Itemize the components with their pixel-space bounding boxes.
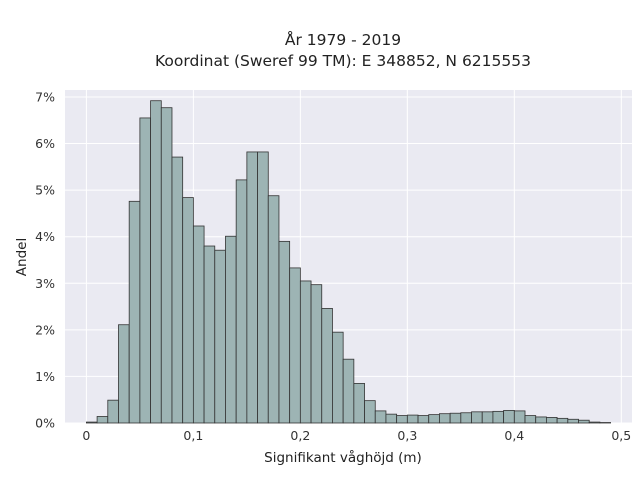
histogram-bar [150, 100, 162, 424]
histogram-bar [128, 200, 141, 424]
histogram-bar [556, 417, 569, 424]
histogram-bar [182, 197, 194, 424]
histogram-bar [417, 415, 430, 424]
histogram-bar [192, 225, 205, 424]
histogram-bar [460, 412, 472, 424]
chart-title: År 1979 - 2019 [285, 30, 401, 49]
histogram-bar [524, 415, 537, 424]
histogram-bar [578, 419, 590, 424]
y-axis-label: Andel [14, 238, 30, 276]
histogram-bar [310, 284, 323, 424]
histogram-bar [332, 331, 344, 424]
x-tick-label: 0,1 [183, 428, 203, 443]
histogram-bar [567, 418, 579, 424]
y-tick-label: 0% [35, 416, 55, 431]
histogram-bar [139, 117, 151, 424]
histogram-bar [246, 151, 258, 424]
histogram-bar [321, 308, 333, 424]
y-tick-label: 4% [35, 229, 55, 244]
histogram-bar [449, 412, 462, 424]
histogram-bar [235, 179, 248, 424]
histogram-bar [428, 414, 440, 424]
x-axis-ticks: 0 0,1 0,2 0,3 0,4 0,5 [82, 428, 631, 443]
y-tick-label: 5% [35, 183, 55, 198]
histogram-bar [481, 411, 494, 424]
histogram-bar [85, 421, 98, 424]
histogram-bar [364, 400, 376, 424]
y-tick-label: 2% [35, 322, 55, 337]
x-tick-label: 0 [82, 428, 90, 443]
histogram-bar [513, 410, 526, 424]
histogram-bar [396, 415, 408, 424]
histogram-bar [118, 324, 130, 424]
histogram-bar [471, 411, 483, 424]
histogram-bar [342, 358, 355, 424]
histogram-bar [289, 267, 301, 424]
x-tick-label: 0,4 [504, 428, 524, 443]
histogram-bar [96, 416, 109, 424]
histogram-bar [503, 410, 515, 424]
histogram-bar [353, 383, 365, 424]
y-tick-label: 1% [35, 369, 55, 384]
y-tick-label: 7% [35, 89, 55, 104]
histogram-bar [406, 414, 419, 424]
y-tick-label: 3% [35, 276, 55, 291]
histogram-bar [278, 240, 291, 424]
histogram-bar [267, 195, 280, 424]
histogram-bar [535, 416, 547, 424]
histogram-bar [439, 413, 451, 424]
y-tick-label: 6% [35, 136, 55, 151]
histogram-bar [588, 421, 601, 424]
x-tick-label: 0,5 [611, 428, 631, 443]
histogram-bars [85, 100, 612, 424]
histogram-bar [107, 399, 119, 424]
histogram-bar [385, 413, 398, 424]
x-tick-label: 0,2 [290, 428, 310, 443]
x-axis-label: Signifikant våghöjd (m) [264, 449, 422, 466]
chart-subtitle: Koordinat (Sweref 99 TM): E 348852, N 62… [155, 52, 531, 70]
x-tick-label: 0,3 [397, 428, 417, 443]
histogram-bar [257, 151, 269, 424]
histogram-bar [160, 107, 173, 424]
histogram-bar [203, 245, 216, 424]
histogram-bar [225, 235, 237, 424]
histogram-bar [214, 249, 226, 424]
histogram-bar [299, 280, 312, 424]
histogram-bar [492, 410, 505, 424]
y-axis-ticks: 0% 1% 2% 3% 4% 5% 6% 7% [35, 89, 55, 430]
histogram-bar [171, 156, 184, 424]
histogram-bar [546, 417, 558, 424]
histogram-bar [374, 410, 387, 424]
